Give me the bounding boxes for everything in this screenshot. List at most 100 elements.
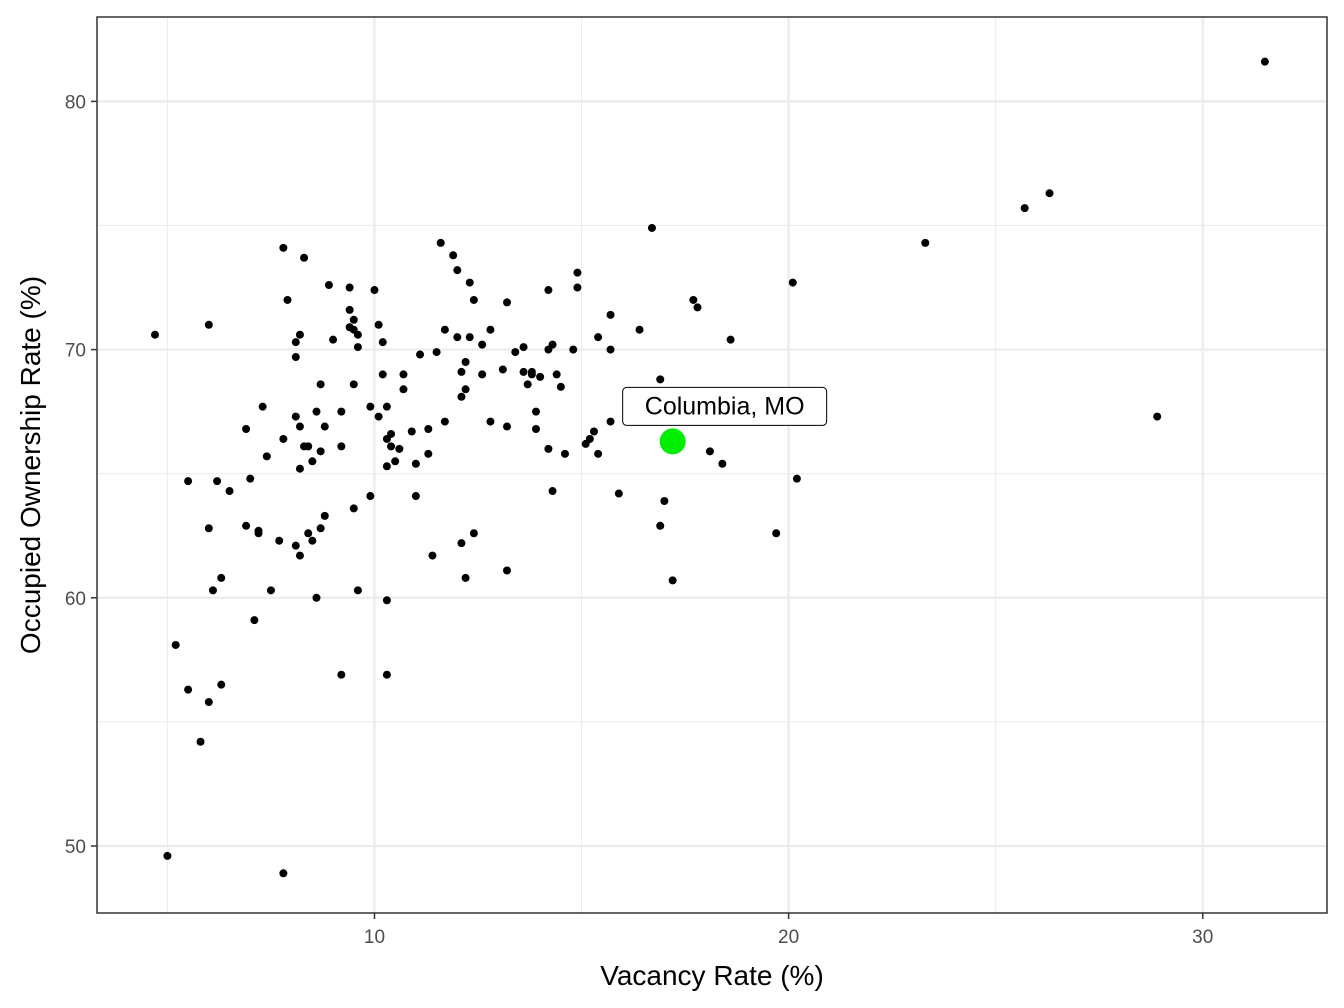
data-point <box>660 496 669 505</box>
data-point <box>304 529 313 538</box>
data-point <box>337 442 346 451</box>
data-point <box>279 869 288 878</box>
data-point <box>573 268 582 277</box>
data-point <box>262 452 271 461</box>
data-point <box>1020 204 1029 213</box>
data-point <box>635 325 644 334</box>
data-point <box>291 541 300 550</box>
data-point <box>295 464 304 473</box>
data-point <box>503 422 511 431</box>
data-point <box>316 524 325 533</box>
data-point <box>469 529 478 538</box>
data-point <box>349 315 358 324</box>
data-point <box>213 477 222 486</box>
y-tick-label: 60 <box>65 589 86 610</box>
data-point <box>689 295 698 304</box>
data-point <box>300 253 309 262</box>
data-point <box>594 449 603 458</box>
data-point <box>312 407 321 416</box>
data-point <box>548 487 557 496</box>
data-point <box>457 539 466 548</box>
data-point <box>585 434 594 443</box>
data-point <box>705 447 714 456</box>
data-point <box>316 380 325 389</box>
data-point <box>556 382 565 391</box>
y-tick-label: 50 <box>65 837 86 858</box>
data-point <box>382 670 391 679</box>
data-point <box>453 333 462 342</box>
data-point <box>353 586 362 595</box>
data-point <box>217 680 226 689</box>
data-point <box>208 586 217 595</box>
data-point <box>461 357 470 366</box>
data-point <box>279 434 288 443</box>
data-point <box>424 449 433 458</box>
data-point <box>411 459 420 468</box>
data-point <box>594 333 603 342</box>
data-point <box>242 425 251 434</box>
data-point <box>693 303 702 312</box>
data-point <box>498 365 507 374</box>
data-point <box>560 449 569 458</box>
data-point <box>291 412 300 421</box>
data-point <box>204 524 213 533</box>
data-point <box>668 576 677 585</box>
highlight-point <box>659 428 686 455</box>
data-point <box>407 427 416 436</box>
data-point <box>279 243 288 252</box>
data-point <box>503 566 511 575</box>
data-point <box>486 417 495 426</box>
x-tick-label: 10 <box>364 927 385 948</box>
data-point <box>436 238 445 247</box>
data-point <box>399 370 408 379</box>
data-point <box>258 402 267 411</box>
data-point <box>606 417 615 426</box>
data-point <box>163 851 172 860</box>
data-point <box>647 223 656 232</box>
highlight-label: Columbia, MO <box>645 392 805 420</box>
panel-border <box>96 16 1328 914</box>
data-point <box>370 286 379 295</box>
data-point <box>453 266 462 275</box>
data-point <box>378 370 387 379</box>
data-point <box>544 286 553 295</box>
data-point <box>461 385 470 394</box>
data-point <box>461 573 470 582</box>
data-point <box>391 457 400 466</box>
data-point <box>171 640 180 649</box>
x-tick-label: 30 <box>1192 927 1213 948</box>
data-point <box>324 281 333 290</box>
data-point <box>366 402 375 411</box>
data-point <box>204 698 213 707</box>
data-point <box>204 320 213 329</box>
data-point <box>465 278 474 287</box>
data-point <box>527 370 536 379</box>
data-points <box>150 57 1269 878</box>
data-point <box>523 380 532 389</box>
data-point <box>349 380 358 389</box>
data-point <box>283 295 292 304</box>
data-point <box>345 305 354 314</box>
data-point <box>656 375 665 384</box>
y-axis-title: Occupied Ownership Rate (%) <box>15 276 46 654</box>
data-point <box>349 504 358 513</box>
data-point <box>606 310 615 319</box>
y-tick-label: 70 <box>65 341 86 362</box>
data-point <box>374 412 383 421</box>
data-point <box>308 536 317 545</box>
data-point <box>366 492 375 501</box>
data-point <box>656 521 665 530</box>
data-point <box>519 343 528 352</box>
data-point <box>316 447 325 456</box>
data-point <box>291 353 300 362</box>
data-point <box>531 407 540 416</box>
data-point <box>295 330 304 339</box>
data-point <box>320 422 329 431</box>
data-point <box>275 536 284 545</box>
data-point <box>295 551 304 560</box>
data-point <box>374 320 383 329</box>
data-point <box>337 670 346 679</box>
data-point <box>718 459 727 468</box>
data-point <box>440 325 449 334</box>
data-point <box>1045 189 1054 198</box>
